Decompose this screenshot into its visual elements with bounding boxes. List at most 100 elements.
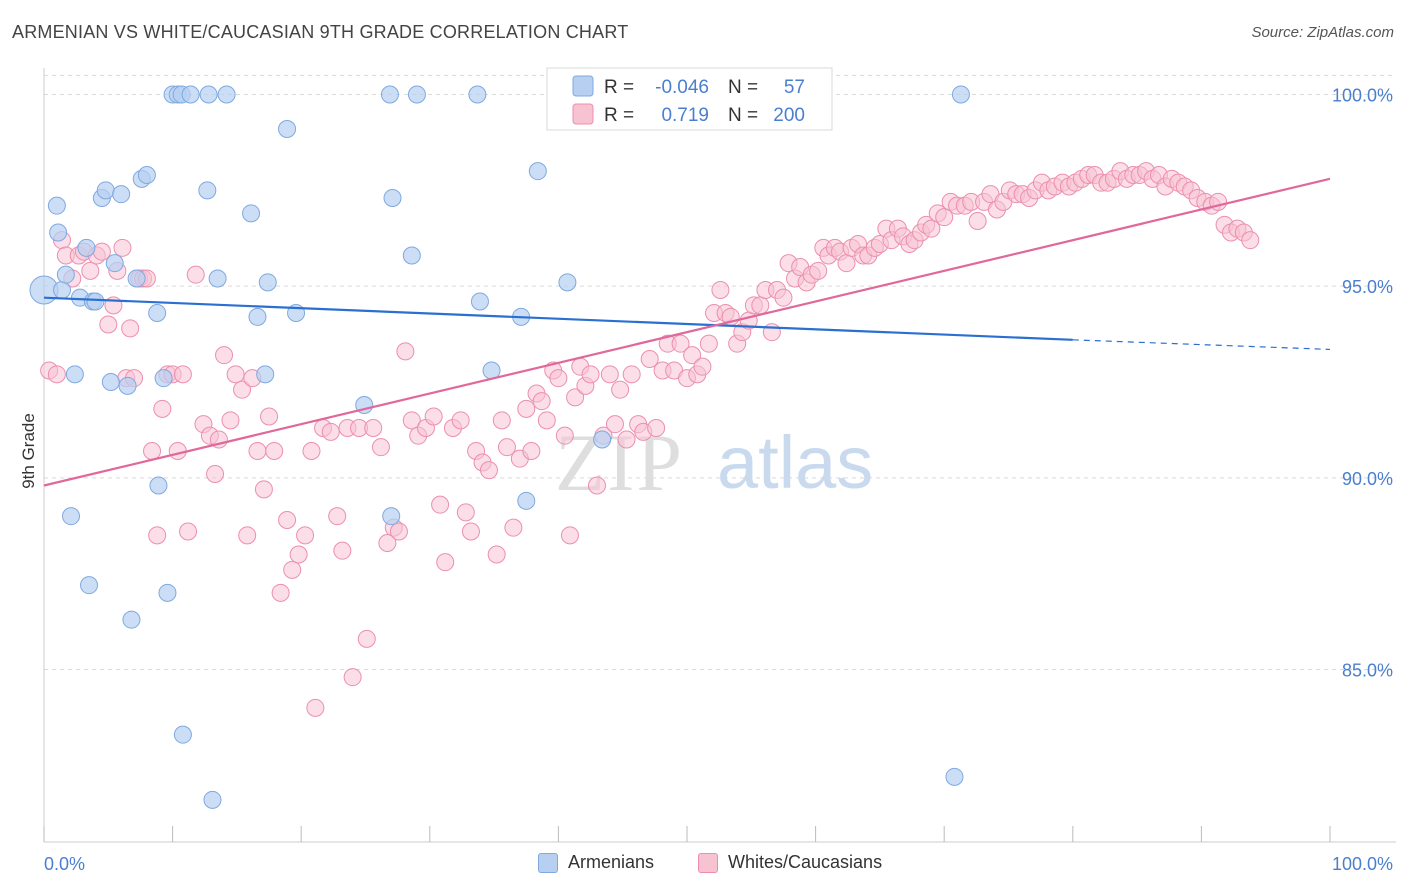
- data-point-whites-caucasians: [278, 511, 297, 529]
- data-point-armenians: [96, 181, 115, 200]
- data-point-whites-caucasians: [549, 369, 568, 388]
- data-point-whites-caucasians: [504, 518, 523, 537]
- data-point-whites-caucasians: [226, 365, 245, 384]
- data-point-whites-caucasians: [693, 357, 712, 376]
- data-point-armenians: [558, 273, 577, 292]
- data-point-whites-caucasians: [148, 526, 167, 545]
- y-axis-label: 9th Grade: [19, 413, 38, 489]
- data-point-whites-caucasians: [1241, 231, 1260, 250]
- legend-label-whites-caucasians: Whites/Caucasians: [728, 852, 883, 872]
- stats-legend: R = -0.046 N = 57 R = 0.719 N = 200: [546, 67, 833, 131]
- data-point-armenians: [65, 365, 84, 384]
- data-point-armenians: [77, 238, 96, 257]
- data-point-whites-caucasians: [328, 507, 347, 526]
- data-point-whites-caucasians: [143, 442, 162, 460]
- legend-item-armenians[interactable]: Armenians: [538, 852, 654, 873]
- data-point-armenians: [256, 365, 275, 384]
- stats-n-value: 200: [773, 105, 805, 126]
- data-point-armenians: [122, 610, 141, 629]
- data-point-whites-caucasians: [271, 583, 290, 602]
- data-point-armenians: [148, 304, 167, 322]
- data-point-whites-caucasians: [364, 419, 383, 437]
- stats-r-label: R =: [604, 105, 634, 126]
- data-point-whites-caucasians: [522, 442, 541, 460]
- data-point-whites-caucasians: [283, 560, 302, 579]
- data-point-armenians: [468, 85, 487, 104]
- data-point-whites-caucasians: [378, 534, 397, 552]
- data-point-whites-caucasians: [186, 265, 205, 284]
- stats-legend-box: [546, 67, 833, 131]
- legend-swatch-whites-caucasians: [698, 852, 718, 873]
- data-point-armenians: [127, 269, 146, 288]
- data-point-whites-caucasians: [168, 442, 187, 460]
- trend-line-armenians: [43, 296, 1073, 341]
- data-point-armenians: [380, 85, 399, 104]
- data-point-whites-caucasians: [461, 522, 480, 541]
- data-point-whites-caucasians: [968, 212, 987, 230]
- data-point-whites-caucasians: [671, 334, 690, 353]
- data-point-armenians: [149, 476, 168, 495]
- chart-title: ARMENIAN VS WHITE/CAUCASIAN 9TH GRADE CO…: [12, 22, 629, 42]
- data-point-whites-caucasians: [640, 350, 659, 368]
- data-point-whites-caucasians: [479, 461, 498, 480]
- data-point-whites-caucasians: [456, 503, 475, 522]
- data-point-whites-caucasians: [47, 365, 66, 384]
- data-point-armenians: [217, 85, 236, 104]
- data-point-armenians: [199, 85, 218, 104]
- data-point-whites-caucasians: [566, 388, 585, 407]
- data-point-whites-caucasians: [487, 545, 506, 564]
- data-point-whites-caucasians: [774, 288, 793, 307]
- data-point-whites-caucasians: [238, 526, 257, 545]
- data-point-whites-caucasians: [113, 238, 132, 257]
- data-point-whites-caucasians: [605, 415, 624, 434]
- stats-n-label: N =: [728, 77, 758, 98]
- data-point-armenians: [407, 85, 426, 104]
- data-point-armenians: [105, 254, 124, 273]
- data-point-whites-caucasians: [254, 480, 273, 499]
- trend-line-whites-caucasians: [43, 177, 1331, 487]
- data-point-whites-caucasians: [206, 465, 225, 483]
- stats-n-value: 57: [784, 77, 805, 98]
- stats-legend-swatch: [572, 103, 594, 125]
- data-point-whites-caucasians: [611, 380, 630, 399]
- data-point-whites-caucasians: [647, 419, 666, 437]
- data-point-armenians: [101, 373, 120, 391]
- data-point-whites-caucasians: [265, 442, 284, 460]
- data-point-armenians: [80, 576, 99, 595]
- data-point-armenians: [383, 189, 402, 207]
- data-point-armenians: [62, 507, 81, 526]
- series-armenians: [29, 85, 970, 809]
- data-point-armenians: [258, 273, 277, 292]
- data-point-armenians: [181, 85, 200, 104]
- data-point-whites-caucasians: [935, 208, 954, 227]
- y-tick-label: 90.0%: [1342, 469, 1393, 489]
- data-point-whites-caucasians: [555, 426, 574, 445]
- legend: Armenians Whites/Caucasians: [0, 852, 1406, 878]
- data-point-whites-caucasians: [436, 553, 455, 572]
- legend-item-whites-caucasians[interactable]: Whites/Caucasians: [698, 852, 882, 873]
- legend-swatch-armenians: [538, 852, 558, 873]
- data-point-armenians: [402, 246, 421, 265]
- data-point-armenians: [517, 491, 536, 510]
- data-point-armenians: [203, 790, 222, 809]
- x-tick-label: 0.0%: [44, 854, 85, 874]
- watermark-atlas: atlas: [717, 421, 873, 504]
- data-point-armenians: [158, 583, 177, 602]
- data-point-whites-caucasians: [532, 392, 551, 411]
- data-point-armenians: [242, 204, 261, 223]
- data-point-whites-caucasians: [221, 411, 240, 430]
- data-point-whites-caucasians: [424, 407, 443, 426]
- data-point-whites-caucasians: [121, 319, 140, 338]
- data-point-armenians: [945, 767, 964, 786]
- data-point-armenians: [278, 120, 297, 138]
- data-point-whites-caucasians: [560, 526, 579, 545]
- data-point-whites-caucasians: [99, 315, 118, 334]
- data-point-armenians: [198, 181, 217, 200]
- data-point-whites-caucasians: [517, 399, 536, 418]
- data-point-armenians: [53, 281, 72, 299]
- data-point-whites-caucasians: [260, 407, 279, 426]
- data-point-whites-caucasians: [537, 411, 556, 430]
- data-point-armenians: [47, 196, 66, 215]
- tick-labels: 100.0% 95.0% 90.0% 85.0% 0.0% 100.0% 9th Grade: [19, 86, 1393, 875]
